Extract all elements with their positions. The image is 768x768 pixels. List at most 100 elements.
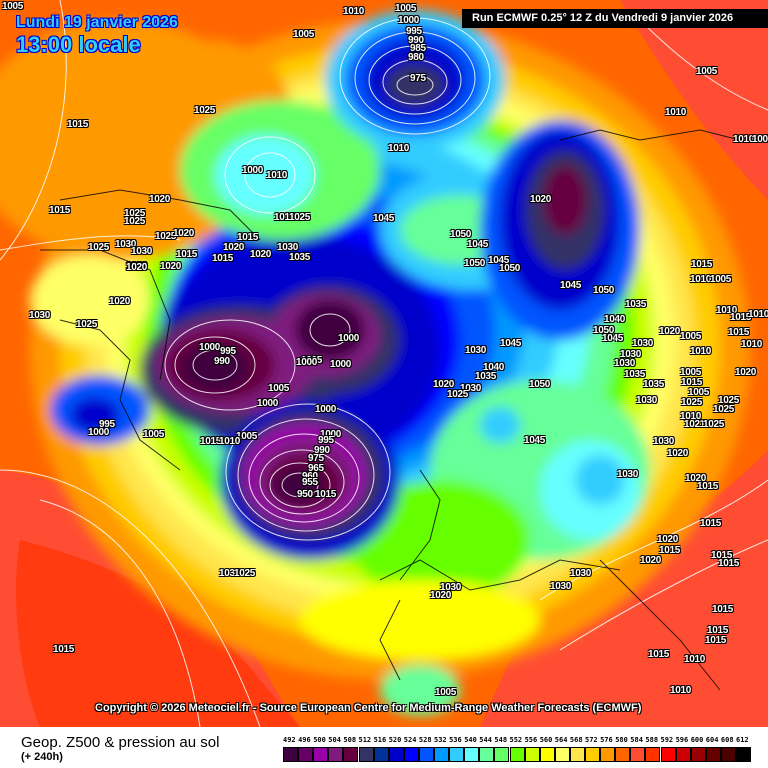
isobar-label: 1015 [730, 312, 752, 323]
isobar-label: 1015 [648, 649, 670, 660]
legend-swatch [524, 747, 540, 762]
legend-tick: 576 [600, 736, 613, 744]
legend-tick: 604 [705, 736, 719, 744]
isobar-label: 1015 [718, 558, 740, 569]
isobar-label: 1000 [296, 357, 318, 368]
isobar-label: 1050 [593, 285, 615, 296]
legend-tick: 548 [494, 736, 508, 744]
legend-swatch [328, 747, 344, 762]
isobar-label: 995 [406, 26, 422, 37]
isobar-label: 1025 [713, 404, 735, 415]
isobar-label: 1005 [293, 29, 315, 40]
isobar-label: 1005 [395, 3, 417, 14]
isobar-label: 1015 [728, 327, 750, 338]
isobar-label: 1030 [632, 338, 654, 349]
isobar-label: 1030 [131, 246, 153, 257]
isobar-label: 1035 [289, 252, 311, 263]
isobar-label: 1010 [266, 170, 288, 181]
isobar-label: 1010 [343, 6, 365, 17]
legend-tick: 508 [343, 736, 357, 744]
isobar-label: 1035 [643, 379, 665, 390]
forecast-lead-time: (+ 240h) [21, 751, 63, 763]
isobar-label: 1005 [143, 429, 165, 440]
isobar-label: 1015 [67, 119, 89, 130]
isobar-label: 1015 [697, 481, 719, 492]
isobar-label: 1000 [315, 404, 337, 415]
isobar-label: 1030 [653, 436, 675, 447]
legend-swatch [388, 747, 404, 762]
isobar-label: 1010 [219, 436, 241, 447]
isobar-label: 1010 [388, 143, 410, 154]
isobar-label: 1025 [88, 242, 110, 253]
legend-tick: 516 [373, 736, 387, 744]
isobar-label: 950 [297, 489, 313, 500]
isobar-label: 1020 [160, 261, 182, 272]
isobar-label: 1020 [659, 326, 681, 337]
isobar-label: 1040 [483, 362, 505, 373]
isobar-label: 1010 [670, 685, 692, 696]
legend-tick: 504 [328, 736, 341, 744]
legend-tick: 580 [615, 736, 628, 744]
isobar-label: 1015 [705, 635, 727, 646]
isobar-label: 1015 [707, 625, 729, 636]
legend-swatch [298, 747, 314, 762]
legend-tick: 584 [630, 736, 643, 744]
isobar-label: 1005 [688, 387, 710, 398]
isobar-label: 1015 [200, 436, 222, 447]
isobar-label: 1035 [624, 369, 646, 380]
legend-swatch [418, 747, 434, 762]
legend-swatch [675, 747, 691, 762]
isobar-label: 1000 [320, 429, 342, 440]
isobar-label: 995 [99, 419, 115, 430]
legend-swatch [449, 747, 465, 762]
legend-swatch [569, 747, 585, 762]
isobar-label: 1030 [219, 568, 241, 579]
isobar-label: 1030 [115, 239, 137, 250]
legend-swatch [539, 747, 555, 762]
isobar-label: 1005 [752, 134, 768, 145]
isobar-label: 1030 [636, 395, 658, 406]
isobar-label: 1015 [681, 377, 703, 388]
isobar-label: 1020 [149, 194, 171, 205]
legend-tick: 588 [645, 736, 659, 744]
isobar-label: 1015 [49, 205, 71, 216]
isobar-label: 1025 [289, 212, 311, 223]
legend-tick: 592 [660, 736, 674, 744]
isobar-label: 1045 [373, 213, 395, 224]
isobar-label: 980 [408, 52, 424, 63]
isobar-label: 1020 [250, 249, 272, 260]
legend-swatch [660, 747, 676, 762]
legend-swatch [554, 747, 570, 762]
isobar-label: 985 [410, 43, 426, 54]
legend-tick: 600 [690, 736, 704, 744]
legend-swatch [690, 747, 706, 762]
legend-tick: 500 [313, 736, 326, 744]
isobar-label: 1020 [657, 534, 679, 545]
isobar-label: 1025 [155, 231, 177, 242]
map-title: Geop. Z500 & pression au sol [21, 734, 220, 751]
legend-tick: 568 [569, 736, 583, 744]
isobar-label: 1020 [685, 473, 707, 484]
legend-tick: 512 [358, 736, 372, 744]
legend-swatch [494, 747, 510, 762]
legend-swatch [600, 747, 616, 762]
legend-tick: 496 [298, 736, 311, 744]
isobar-label: 1020 [173, 228, 195, 239]
valid-date: Lundi 19 janvier 2026 [16, 14, 178, 31]
isobar-label: 1000 [257, 398, 279, 409]
isobar-label: 1010 [665, 107, 687, 118]
geopotential-field [0, 0, 768, 727]
legend-tick: 524 [403, 736, 417, 744]
isobar-label: 1020 [109, 296, 131, 307]
isobar-label: 1020 [126, 262, 148, 273]
legend-tick: 532 [434, 736, 447, 744]
isobar-label: 1035 [625, 299, 647, 310]
isobar-label: 1010 [741, 339, 763, 350]
legend-tick: 540 [464, 736, 477, 744]
isobar-label: 1000 [88, 427, 110, 438]
isobar-label: 1045 [500, 338, 522, 349]
isobar-label: 1030 [570, 568, 592, 579]
isobar-label: 1015 [212, 253, 234, 264]
isobar-label: 960 [302, 471, 318, 482]
isobar-label: 1030 [465, 345, 487, 356]
